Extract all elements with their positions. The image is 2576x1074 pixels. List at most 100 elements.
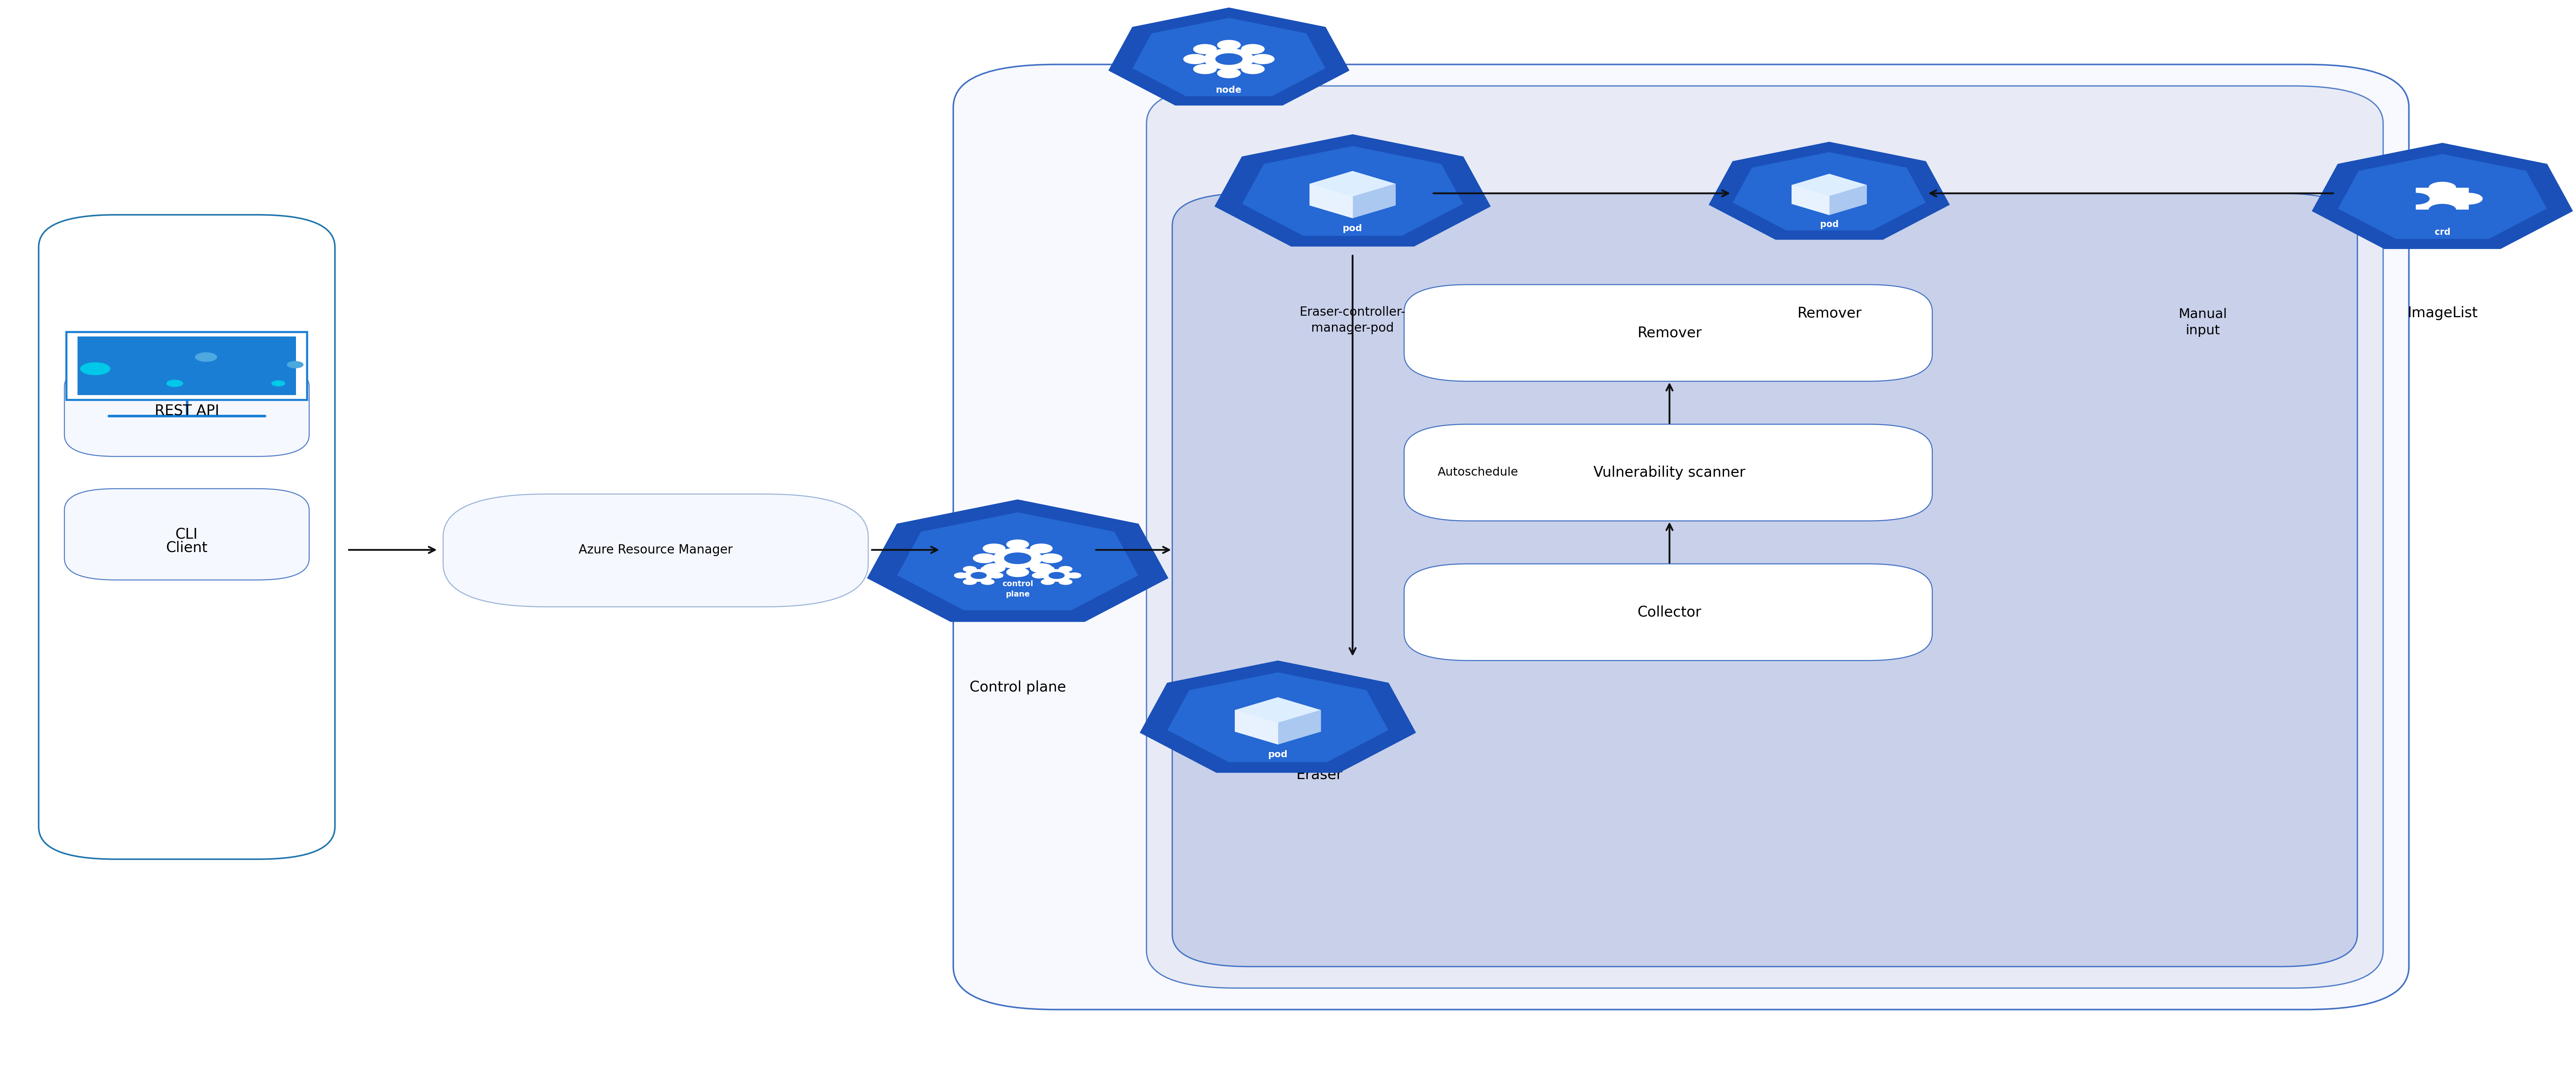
Text: Remover: Remover [1795, 306, 1862, 320]
Circle shape [1033, 572, 1046, 578]
Circle shape [1043, 569, 1072, 581]
Polygon shape [1133, 18, 1324, 97]
Text: Collector: Collector [1638, 605, 1700, 620]
Circle shape [2429, 204, 2455, 216]
Circle shape [953, 572, 969, 578]
Circle shape [1218, 69, 1239, 78]
Circle shape [1066, 572, 1082, 578]
FancyBboxPatch shape [64, 365, 309, 456]
FancyBboxPatch shape [1404, 564, 1932, 661]
Circle shape [981, 566, 994, 571]
Circle shape [992, 548, 1043, 568]
Circle shape [1041, 553, 1061, 563]
Circle shape [1030, 543, 1051, 553]
Circle shape [981, 579, 994, 584]
Text: Eraser-controller-
manager-pod: Eraser-controller- manager-pod [1298, 306, 1406, 334]
Polygon shape [1309, 184, 1352, 218]
Text: Autoschedule: Autoschedule [1437, 467, 1517, 478]
Circle shape [1007, 540, 1028, 549]
Circle shape [963, 579, 976, 584]
Polygon shape [1242, 146, 1463, 236]
Text: pod: pod [1819, 220, 1839, 229]
Circle shape [963, 569, 992, 581]
Polygon shape [1829, 185, 1868, 215]
Circle shape [989, 572, 1002, 578]
Circle shape [2401, 193, 2429, 204]
Circle shape [1005, 553, 1030, 564]
Text: control: control [1002, 580, 1033, 587]
Circle shape [196, 352, 216, 362]
Polygon shape [1352, 184, 1396, 218]
Polygon shape [2336, 154, 2548, 238]
Text: Eraser: Eraser [1296, 768, 1342, 782]
FancyBboxPatch shape [443, 494, 868, 607]
Circle shape [971, 572, 987, 579]
Polygon shape [1234, 697, 1321, 723]
Polygon shape [1708, 142, 1950, 240]
Polygon shape [868, 499, 1167, 622]
Text: REST API: REST API [155, 404, 219, 419]
Text: ImageList: ImageList [2406, 306, 2478, 320]
Circle shape [1242, 44, 1265, 54]
FancyBboxPatch shape [67, 332, 307, 400]
Polygon shape [1309, 171, 1396, 197]
Text: plane: plane [1005, 591, 1030, 598]
Circle shape [1041, 579, 1054, 584]
Circle shape [1007, 567, 1028, 577]
Polygon shape [1234, 710, 1278, 744]
Circle shape [1252, 55, 1275, 63]
Text: Client: Client [165, 540, 209, 555]
Circle shape [1030, 564, 1051, 572]
Text: crd: crd [2434, 228, 2450, 236]
Circle shape [984, 564, 1005, 572]
Circle shape [984, 543, 1005, 553]
FancyBboxPatch shape [953, 64, 2409, 1010]
Circle shape [963, 566, 976, 571]
Circle shape [1059, 566, 1072, 571]
Circle shape [80, 363, 111, 375]
Polygon shape [1278, 710, 1321, 744]
Text: pod: pod [1267, 751, 1288, 759]
Text: Vulnerability scanner: Vulnerability scanner [1595, 465, 1744, 480]
Circle shape [270, 380, 286, 387]
Text: node: node [1216, 86, 1242, 95]
FancyBboxPatch shape [77, 336, 296, 395]
Text: Azure Resource Manager: Azure Resource Manager [580, 543, 732, 556]
Circle shape [1041, 566, 1054, 571]
Polygon shape [1167, 672, 1388, 763]
Circle shape [1216, 54, 1242, 64]
Text: Remover: Remover [1636, 325, 1703, 340]
Text: pod: pod [1342, 224, 1363, 233]
FancyBboxPatch shape [1404, 285, 1932, 381]
Circle shape [1182, 55, 1206, 63]
Polygon shape [1790, 174, 1868, 197]
Polygon shape [896, 512, 1139, 610]
FancyBboxPatch shape [1146, 86, 2383, 988]
Circle shape [286, 361, 304, 368]
FancyBboxPatch shape [2416, 188, 2468, 209]
Circle shape [1218, 40, 1239, 49]
Polygon shape [1790, 185, 1829, 215]
Circle shape [1242, 64, 1265, 74]
Circle shape [2455, 193, 2483, 204]
Text: CLI: CLI [175, 527, 198, 542]
FancyBboxPatch shape [1404, 424, 1932, 521]
Circle shape [167, 380, 183, 387]
Circle shape [1048, 572, 1064, 579]
Polygon shape [1213, 134, 1492, 247]
Polygon shape [1139, 661, 1417, 773]
Circle shape [974, 553, 994, 563]
FancyBboxPatch shape [1172, 193, 2357, 967]
Polygon shape [1108, 8, 1350, 105]
Polygon shape [2311, 143, 2573, 249]
Circle shape [1193, 64, 1216, 74]
Circle shape [1059, 579, 1072, 584]
Text: Control plane: Control plane [969, 680, 1066, 695]
Text: Manual
input: Manual input [2179, 307, 2226, 337]
Circle shape [2429, 182, 2455, 193]
Circle shape [1203, 48, 1255, 70]
Text: Worker nodes: Worker nodes [1180, 89, 1278, 104]
Circle shape [1193, 44, 1216, 54]
FancyBboxPatch shape [64, 489, 309, 580]
FancyBboxPatch shape [39, 215, 335, 859]
